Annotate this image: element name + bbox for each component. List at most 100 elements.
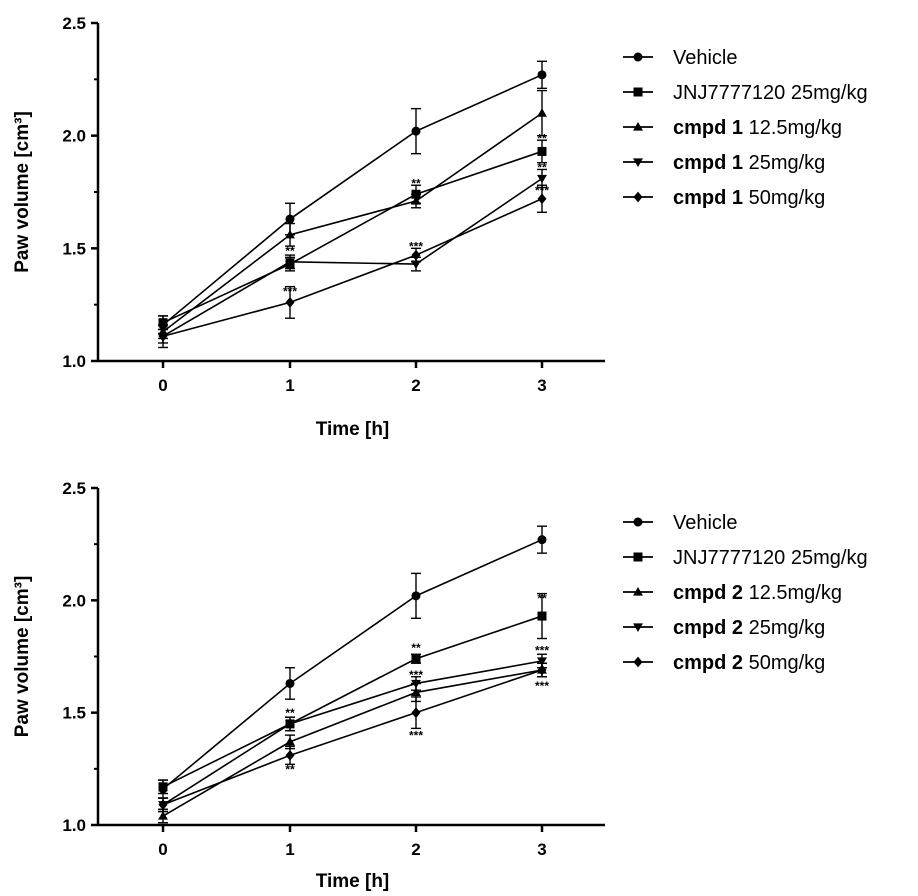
legend-label: Vehicle: [673, 47, 738, 69]
legend-marker: [633, 122, 643, 131]
x-tick-label: 0: [158, 840, 167, 859]
data-point: [537, 146, 547, 156]
legend-marker: [633, 87, 643, 97]
significance-label: **: [537, 131, 547, 145]
data-point: [537, 70, 547, 80]
data-point: [537, 193, 547, 205]
legend-label: cmpd 1 25mg/kg: [673, 152, 825, 174]
data-point: [285, 297, 295, 308]
data-point: [158, 782, 168, 792]
legend-entry-4: cmpd 2 25mg/kg: [623, 617, 825, 639]
legend-entry-1: Vehicle: [623, 47, 738, 69]
series-line: [162, 669, 543, 806]
data-point: [537, 108, 547, 117]
series-line: [162, 150, 543, 324]
series-1: [158, 525, 547, 799]
significance-label: ***: [535, 679, 549, 693]
legend-marker: [633, 656, 643, 668]
legend-label-dose: 25mg/kg: [743, 152, 825, 174]
y-tick-label: 2.0: [62, 591, 86, 610]
significance-label: ***: [409, 729, 423, 743]
y-tick-label: 1.0: [62, 352, 86, 371]
data-point: [158, 330, 168, 342]
legend-label-compound: cmpd 1: [673, 117, 743, 139]
legend-entry-5: cmpd 2 50mg/kg: [623, 652, 825, 674]
y-tick-label: 1.0: [62, 816, 86, 835]
data-point: [411, 260, 421, 270]
series-line: [162, 538, 543, 790]
y-tick-label: 2.5: [62, 479, 86, 498]
data-point: [158, 799, 168, 811]
y-tick-label: 1.5: [62, 239, 86, 258]
x-tick-label: 2: [411, 840, 420, 859]
legend-label-dose: Vehicle: [673, 512, 738, 534]
data-point: [285, 749, 295, 761]
significance-label: **: [411, 641, 421, 655]
data-point: [537, 174, 547, 184]
data-point: [411, 654, 421, 664]
series-5: [158, 662, 547, 813]
legend-entry-1: Vehicle: [623, 512, 738, 534]
data-point: [537, 657, 547, 666]
y-tick-label: 1.5: [62, 704, 86, 723]
y-axis-title: Paw volume [cm³]: [12, 111, 33, 273]
data-point: [285, 229, 295, 239]
data-point: [158, 811, 168, 820]
legend-label: cmpd 2 12.5mg/kg: [673, 582, 842, 604]
x-tick-label: 3: [537, 376, 546, 395]
data-point: [285, 720, 295, 729]
y-tick-label: 2.5: [62, 14, 86, 33]
legend-label: cmpd 1 50mg/kg: [673, 187, 825, 209]
series-1: [158, 60, 547, 335]
legend-label-dose: 50mg/kg: [743, 187, 825, 209]
x-axis-title: Time [h]: [316, 419, 390, 440]
legend-label: cmpd 2 50mg/kg: [673, 652, 825, 674]
legend-label: JNJ7777120 25mg/kg: [673, 82, 868, 104]
significance-label: ***: [409, 240, 423, 254]
legend-label-compound: cmpd 2: [673, 582, 743, 604]
series-line: [162, 198, 543, 337]
data-point: [285, 258, 295, 267]
data-point: [411, 687, 421, 697]
significance-label: **: [537, 161, 547, 175]
chart-panel-2: 1.0 1.5 2.0 2.5 0 1 2 3 Time [h] Paw volume [cm³]…: [12, 479, 868, 892]
legend-label-compound: cmpd 2: [673, 617, 743, 639]
significance-label: ***: [535, 643, 549, 657]
legend-label: cmpd 1 12.5mg/kg: [673, 117, 842, 139]
legend-label: JNJ7777120 25mg/kg: [673, 547, 868, 569]
y-tick-label: 2.0: [62, 127, 86, 146]
legend-label: Vehicle: [673, 512, 738, 534]
significance-label: **: [285, 244, 295, 258]
x-tick-label: 1: [285, 376, 294, 395]
legend-marker: [633, 623, 643, 632]
legend-label-dose: 12.5mg/kg: [743, 582, 842, 604]
data-point: [285, 736, 295, 746]
x-tick-label: 2: [411, 376, 420, 395]
legend-label: cmpd 2 25mg/kg: [673, 617, 825, 639]
series-line: [162, 112, 543, 333]
series-4: [158, 168, 547, 344]
data-point: [158, 318, 168, 328]
legend-label-dose: 12.5mg/kg: [743, 117, 842, 139]
x-tick-label: 1: [285, 840, 294, 859]
x-tick-label: 3: [537, 840, 546, 859]
significance-label: ***: [409, 668, 423, 682]
x-axis-title: Time [h]: [316, 871, 390, 892]
series-line: [162, 74, 543, 326]
legend-label-dose: JNJ7777120 25mg/kg: [673, 547, 868, 569]
series-2: [158, 139, 547, 331]
series-line: [162, 177, 543, 337]
legend-entry-3: cmpd 1 12.5mg/kg: [623, 117, 842, 139]
legend-marker: [633, 552, 643, 562]
legend-marker: [633, 52, 643, 62]
legend-label-compound: cmpd 1: [673, 187, 743, 209]
data-point: [411, 196, 421, 205]
legend-label-dose: Vehicle: [673, 47, 738, 69]
legend-label-compound: cmpd 2: [673, 652, 743, 674]
legend-label-dose: 25mg/kg: [743, 617, 825, 639]
legend-label-dose: JNJ7777120 25mg/kg: [673, 82, 868, 104]
series-2: [158, 592, 547, 795]
data-point: [285, 214, 295, 224]
significance-label: ***: [535, 183, 549, 197]
